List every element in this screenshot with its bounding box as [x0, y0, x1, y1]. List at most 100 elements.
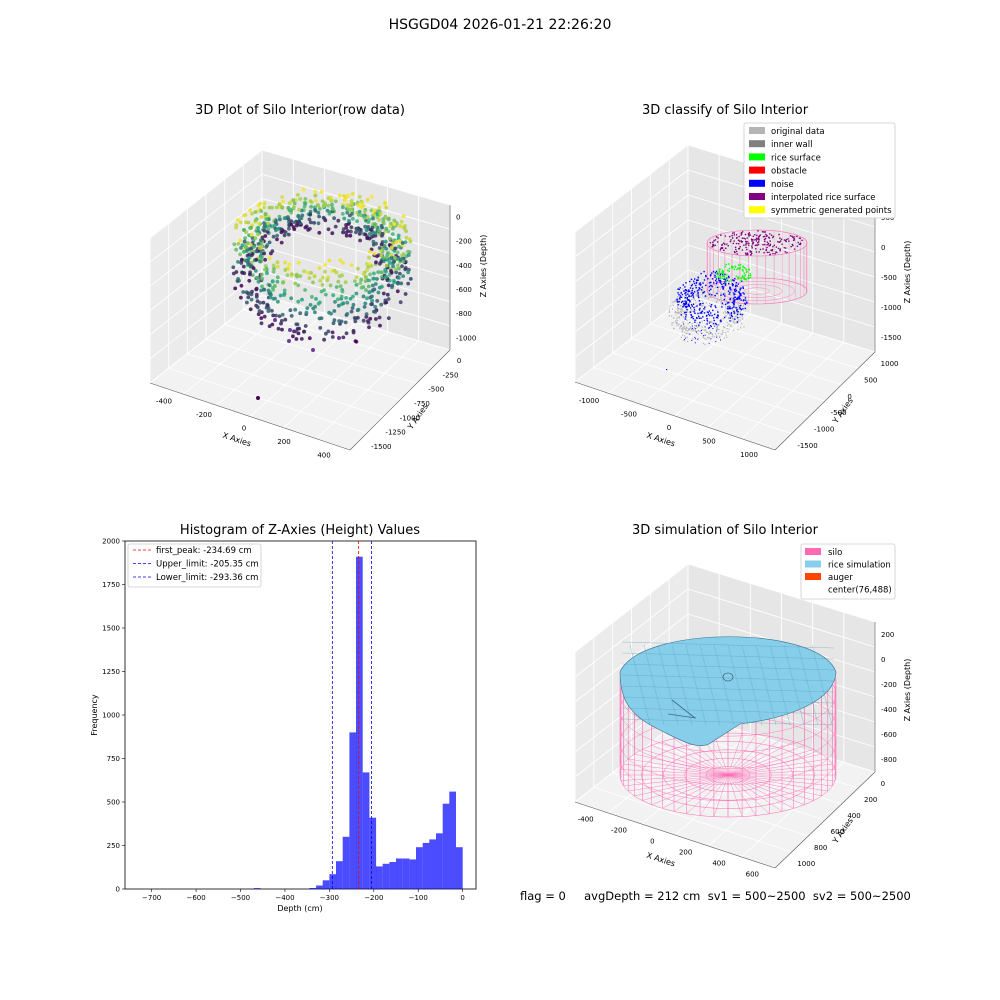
- class-point: [693, 295, 695, 297]
- point: [241, 264, 246, 269]
- point: [351, 216, 355, 221]
- class-point: [731, 307, 734, 309]
- legend-label: rice simulation: [828, 561, 891, 571]
- class-point: [722, 330, 724, 332]
- point: [313, 310, 317, 315]
- interpolated-point: [746, 237, 749, 239]
- rice-mesh-line: [621, 663, 835, 671]
- point: [388, 224, 393, 229]
- class-point: [708, 337, 710, 339]
- silo-floor-spoke: [727, 769, 836, 776]
- class-point: [685, 311, 687, 313]
- point: [267, 324, 272, 329]
- class-point: [716, 289, 719, 291]
- class-point: [701, 305, 703, 307]
- class-point: [725, 332, 727, 334]
- point: [311, 280, 315, 285]
- point: [386, 297, 391, 301]
- class-point: [725, 263, 727, 266]
- point: [240, 257, 244, 262]
- class-point: [733, 296, 735, 299]
- silo-floor-ring: [619, 732, 837, 818]
- class-point: [739, 316, 741, 318]
- class-point: [715, 322, 717, 325]
- class-point: [744, 299, 747, 301]
- interpolated-point: [774, 252, 776, 255]
- class-point: [675, 320, 677, 322]
- silo-floor-spoke: [727, 774, 743, 817]
- point: [347, 218, 351, 223]
- class-point: [739, 313, 742, 315]
- class-point: [741, 276, 743, 278]
- interpolated-point: [743, 237, 745, 240]
- class-point: [726, 313, 729, 315]
- class-point: [728, 263, 730, 265]
- point: [383, 200, 387, 205]
- point: [292, 227, 297, 232]
- point: [282, 291, 287, 296]
- class-point: [700, 303, 702, 305]
- class-point: [743, 278, 745, 280]
- point: [236, 241, 241, 246]
- class-point: [701, 320, 703, 322]
- class-point: [690, 329, 692, 331]
- z-tick-label: -200: [456, 238, 472, 246]
- class-point: [721, 273, 724, 276]
- interpolated-point: [720, 247, 722, 250]
- class-point: [685, 316, 687, 318]
- point: [341, 301, 346, 306]
- class-point: [680, 336, 682, 338]
- point: [353, 319, 358, 324]
- class-point: [711, 285, 713, 288]
- class-point: [677, 288, 679, 290]
- interpolated-point: [721, 247, 724, 250]
- interpolated-point: [766, 246, 768, 249]
- class-point: [730, 325, 732, 327]
- point: [369, 208, 374, 213]
- point: [353, 339, 358, 343]
- class-point: [716, 301, 718, 303]
- y-tick-label: -1000: [400, 414, 420, 422]
- x-tick-label: −400: [275, 894, 294, 902]
- point: [263, 264, 268, 268]
- point: [276, 299, 280, 304]
- class-point: [715, 270, 718, 273]
- class-point: [727, 269, 729, 272]
- class-point: [734, 315, 736, 318]
- interpolated-point: [740, 232, 743, 235]
- point: [254, 257, 259, 262]
- histogram-reference-lines: [331, 541, 372, 889]
- noise-point: [715, 341, 717, 343]
- point: [403, 292, 408, 296]
- silo-floor-ring: [641, 741, 815, 809]
- class-point: [704, 307, 706, 309]
- point: [317, 214, 321, 219]
- point: [301, 187, 306, 192]
- panel1-x-label: X Axies: [221, 431, 252, 449]
- class-point: [688, 305, 690, 307]
- point: [349, 229, 353, 234]
- interpolated-point: [765, 235, 768, 238]
- class-point: [697, 279, 699, 281]
- rice-mesh-line: [685, 644, 707, 726]
- class-point: [684, 325, 686, 327]
- class-point: [693, 291, 696, 293]
- class-point: [703, 312, 706, 314]
- class-point: [691, 327, 693, 329]
- class-point: [710, 304, 713, 306]
- silo-floor-spoke: [662, 741, 729, 776]
- point: [259, 215, 264, 219]
- interpolated-point: [759, 234, 762, 236]
- class-point: [677, 292, 679, 294]
- point: [334, 285, 339, 289]
- class-point: [705, 274, 707, 277]
- class-point: [730, 280, 733, 282]
- point: [240, 270, 245, 275]
- legend-swatch: [749, 140, 765, 148]
- point: [263, 212, 268, 217]
- x-tick-label: -400: [156, 398, 172, 406]
- class-point: [715, 306, 717, 309]
- point: [323, 262, 327, 267]
- interpolated-point: [750, 250, 753, 253]
- interpolated-point: [738, 240, 741, 242]
